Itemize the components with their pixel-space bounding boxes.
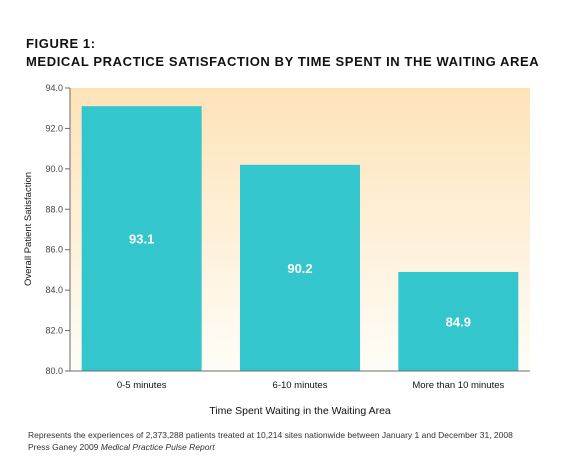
- y-axis: 80.0 82.0 84.0 86.0 88.0 90.0 92.0 94.0: [45, 83, 70, 376]
- bar-series: 93.1 90.2 84.9: [81, 106, 519, 371]
- x-axis: 0-5 minutes 6-10 minutes More than 10 minu…: [117, 380, 505, 391]
- bar: [240, 164, 360, 371]
- bar-chart: 80.0 82.0 84.0 86.0 88.0 90.0 92.0 94.0 93.1 90.…: [23, 83, 530, 417]
- x-tick-label: More than 10 minutes: [412, 380, 504, 391]
- x-axis-title: Time Spent Waiting in the Waiting Area: [209, 405, 391, 417]
- bar: [398, 271, 519, 371]
- x-tick-label: 6-10 minutes: [273, 380, 328, 391]
- bar-data-label: 93.1: [129, 232, 154, 247]
- y-tick-label: 90.0: [45, 164, 63, 174]
- y-tick-label: 88.0: [45, 204, 63, 214]
- y-tick-label: 94.0: [45, 83, 63, 93]
- bar-data-label: 84.9: [446, 314, 471, 329]
- x-tick-label: 0-5 minutes: [117, 380, 167, 391]
- y-tick-label: 82.0: [45, 326, 63, 336]
- source-prefix: Press Ganey 2009: [28, 442, 101, 452]
- y-tick-label: 92.0: [45, 123, 63, 133]
- bar-data-label: 90.2: [287, 261, 312, 276]
- figure-title: MEDICAL PRACTICE SATISFACTION BY TIME SP…: [26, 54, 540, 69]
- source-citation: Press Ganey 2009 Medical Practice Pulse …: [28, 442, 215, 452]
- y-tick-label: 80.0: [45, 366, 63, 376]
- figure-label: FIGURE 1:: [26, 36, 96, 51]
- source-report-title: Medical Practice Pulse Report: [100, 442, 215, 452]
- y-axis-title: Overall Patient Satisfaction: [23, 172, 34, 286]
- footnote: Represents the experiences of 2,373,288 …: [28, 430, 513, 440]
- y-tick-label: 84.0: [45, 285, 63, 295]
- bar: [81, 106, 202, 371]
- y-tick-label: 86.0: [45, 245, 63, 255]
